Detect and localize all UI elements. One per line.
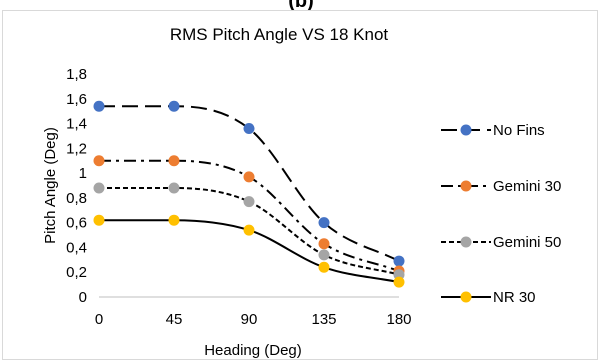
data-point-gemini-30 [243, 171, 255, 183]
y-tick-label: 1,4 [66, 116, 87, 133]
y-tick-label: 1,2 [66, 140, 87, 157]
data-point-no-fins [393, 255, 405, 267]
y-tick-label: 1 [79, 165, 87, 182]
x-tick-label: 0 [95, 311, 103, 328]
data-point-nr-30 [93, 214, 105, 226]
x-tick-label: 135 [311, 311, 336, 328]
data-point-gemini-50 [243, 196, 255, 208]
data-point-gemini-50 [318, 249, 330, 261]
chart-frame [2, 10, 598, 360]
y-tick-label: 0,8 [66, 190, 87, 207]
legend-marker-gemini-50 [460, 236, 472, 248]
y-tick-label: 1,6 [66, 91, 87, 108]
data-point-nr-30 [393, 276, 405, 288]
data-point-gemini-50 [93, 182, 105, 194]
data-point-nr-30 [318, 261, 330, 273]
data-point-no-fins [168, 100, 180, 112]
data-point-nr-30 [243, 224, 255, 236]
y-axis-title: Pitch Angle (Deg) [42, 127, 59, 244]
y-tick-label: 0,6 [66, 215, 87, 232]
data-point-no-fins [318, 217, 330, 229]
data-point-no-fins [93, 100, 105, 112]
legend-marker-nr-30 [460, 291, 472, 303]
y-tick-label: 0,4 [66, 239, 87, 256]
legend-marker-gemini-30 [460, 180, 472, 192]
legend-label-no-fins: No Fins [493, 122, 545, 139]
data-point-nr-30 [168, 214, 180, 226]
data-point-gemini-30 [93, 155, 105, 167]
legend-label-gemini-30: Gemini 30 [493, 178, 561, 195]
y-tick-label: 0,2 [66, 264, 87, 281]
data-point-gemini-30 [168, 155, 180, 167]
data-point-gemini-50 [168, 182, 180, 194]
x-axis-title: Heading (Deg) [204, 342, 302, 359]
data-point-no-fins [243, 123, 255, 135]
legend-marker-no-fins [460, 124, 472, 136]
chart-title: RMS Pitch Angle VS 18 Knot [170, 25, 389, 44]
legend-label-nr-30: NR 30 [493, 289, 536, 306]
y-tick-label: 1,8 [66, 66, 87, 83]
series-line-no-fins [99, 105, 400, 262]
data-point-gemini-30 [318, 238, 330, 250]
y-tick-label: 0 [79, 289, 87, 306]
legend-label-gemini-50: Gemini 50 [493, 234, 561, 251]
series-line-gemini-50 [99, 186, 400, 276]
panel-label: (b) [288, 0, 314, 12]
x-tick-label: 180 [386, 311, 411, 328]
x-tick-label: 45 [166, 311, 183, 328]
x-tick-label: 90 [241, 311, 258, 328]
